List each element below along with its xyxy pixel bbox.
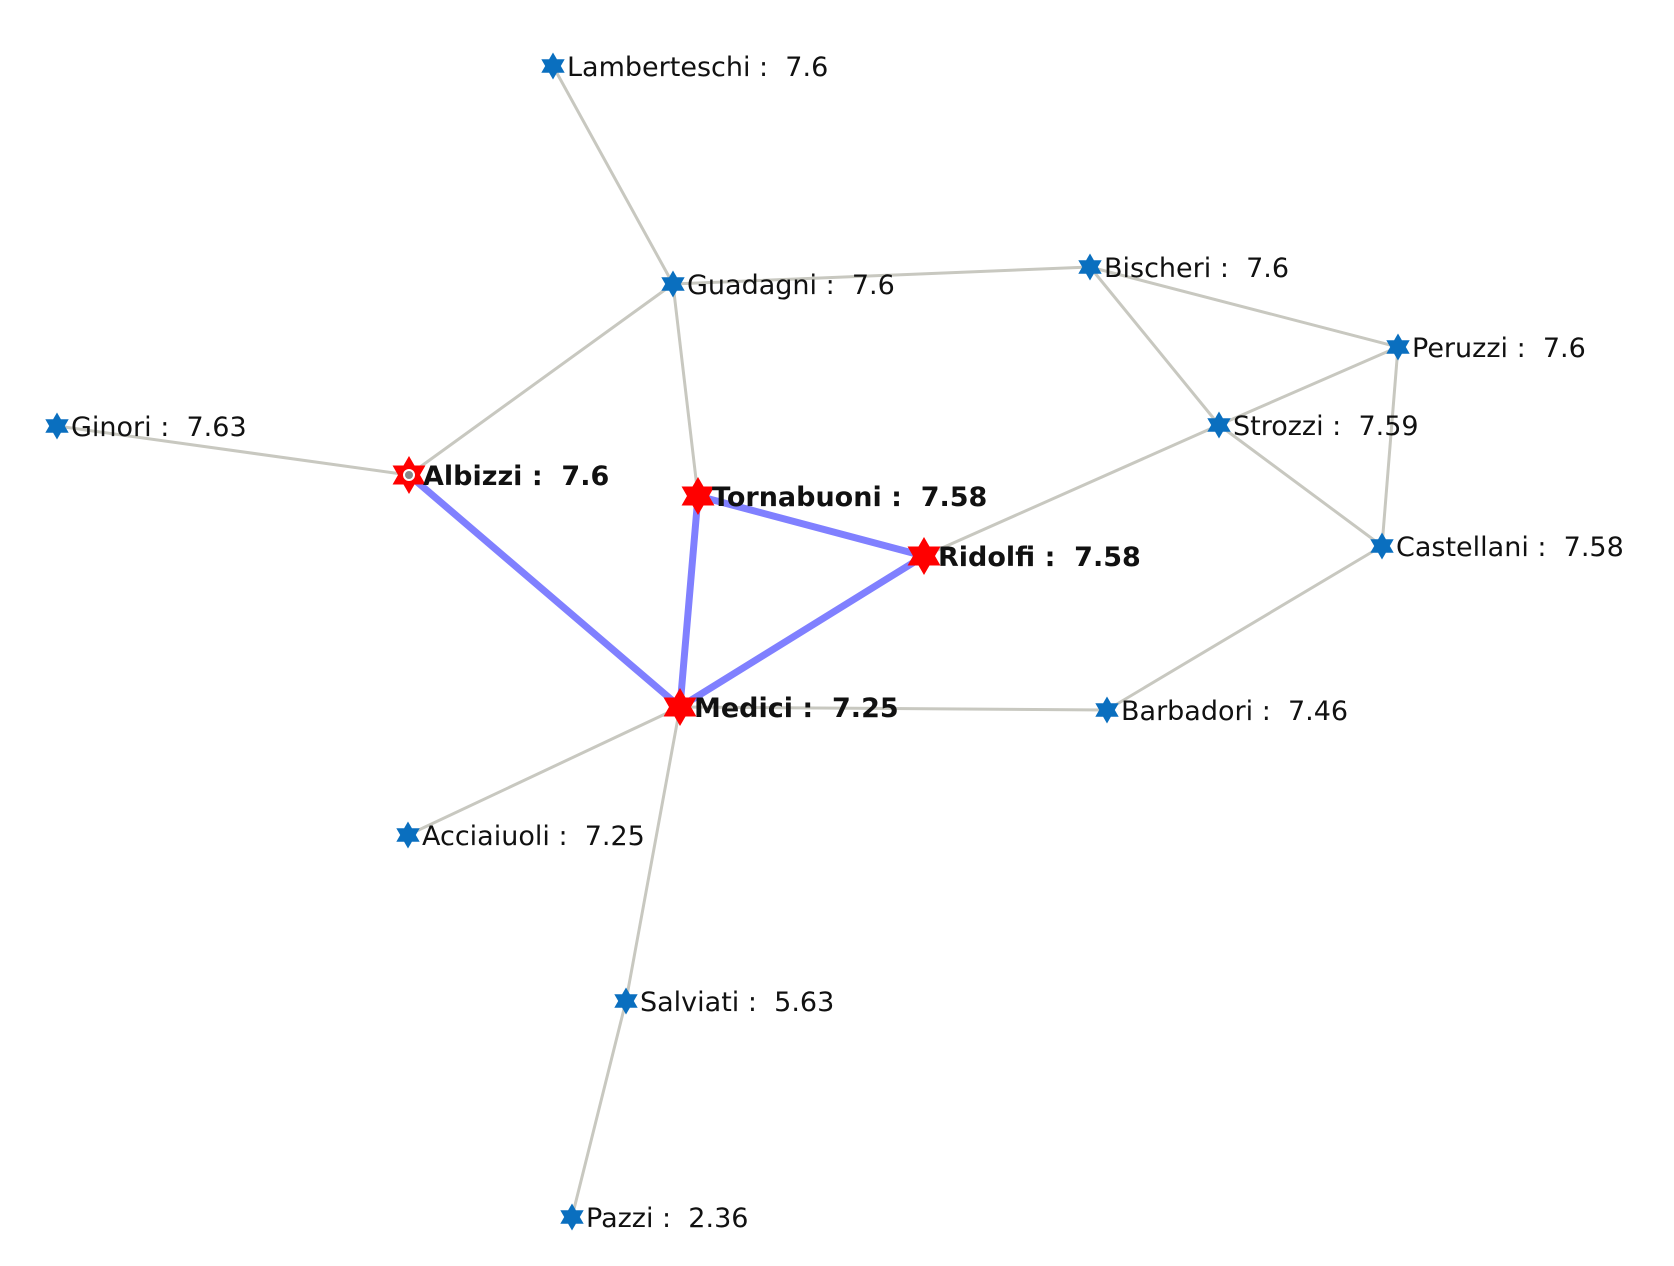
node-strozzi[interactable]: Strozzi : 7.59 bbox=[1207, 411, 1419, 442]
acciaiuoli-star-icon bbox=[396, 821, 420, 849]
node-medici[interactable]: Medici : 7.25 bbox=[663, 688, 899, 726]
guadagni-star-icon bbox=[661, 270, 685, 298]
lamberteschi-star-icon bbox=[541, 52, 565, 80]
edge-strozzi-castellani[interactable] bbox=[1217, 423, 1384, 548]
node-tornabuoni[interactable]: Tornabuoni : 7.58 bbox=[681, 477, 988, 515]
medici-star-icon bbox=[663, 688, 697, 726]
edge-layer bbox=[55, 64, 1400, 1219]
node-layer: Lamberteschi : 7.6 Guadagni : 7.6 Bischeri… bbox=[45, 52, 1624, 1234]
edge-medici-salviati[interactable] bbox=[624, 705, 682, 1003]
node-castellani[interactable]: Castellani : 7.58 bbox=[1370, 532, 1624, 563]
node-label-ridolfi: Ridolfi : 7.58 bbox=[938, 542, 1141, 573]
edge-guadagni-bischeri[interactable] bbox=[671, 265, 1092, 286]
node-label-acciaiuoli: Acciaiuoli : 7.25 bbox=[422, 821, 645, 852]
strozzi-star-icon bbox=[1207, 411, 1231, 439]
edge-salviati-pazzi[interactable] bbox=[570, 999, 628, 1219]
node-barbadori[interactable]: Barbadori : 7.46 bbox=[1095, 696, 1348, 727]
node-label-tornabuoni: Tornabuoni : 7.58 bbox=[712, 482, 987, 513]
node-peruzzi[interactable]: Peruzzi : 7.6 bbox=[1386, 333, 1586, 364]
node-pazzi[interactable]: Pazzi : 2.36 bbox=[560, 1203, 748, 1234]
ridolfi-star-icon bbox=[907, 537, 941, 575]
node-salviati[interactable]: Salviati : 5.63 bbox=[614, 987, 834, 1018]
tornabuoni-star-icon bbox=[681, 477, 715, 515]
node-bischeri[interactable]: Bischeri : 7.6 bbox=[1078, 253, 1289, 284]
edge-bischeri-peruzzi[interactable] bbox=[1088, 265, 1400, 349]
node-acciaiuoli[interactable]: Acciaiuoli : 7.25 bbox=[396, 821, 645, 852]
castellani-star-icon bbox=[1370, 532, 1394, 560]
bischeri-star-icon bbox=[1078, 253, 1102, 281]
node-label-salviati: Salviati : 5.63 bbox=[640, 987, 834, 1018]
node-albizzi[interactable]: Albizzi : 7.6 bbox=[392, 456, 610, 494]
node-label-ginori: Ginori : 7.63 bbox=[71, 412, 247, 443]
edge-guadagni-albizzi[interactable] bbox=[407, 282, 675, 477]
edge-medici-barbadori[interactable] bbox=[678, 705, 1109, 712]
node-ginori[interactable]: Ginori : 7.63 bbox=[45, 412, 247, 443]
edge-castellani-barbadori[interactable] bbox=[1105, 544, 1384, 712]
node-label-castellani: Castellani : 7.58 bbox=[1396, 532, 1624, 563]
node-label-barbadori: Barbadori : 7.46 bbox=[1121, 696, 1348, 727]
node-label-strozzi: Strozzi : 7.59 bbox=[1233, 411, 1419, 442]
edge-lamberteschi-guadagni[interactable] bbox=[551, 64, 675, 286]
ginori-star-icon bbox=[45, 412, 69, 440]
node-label-pazzi: Pazzi : 2.36 bbox=[586, 1203, 748, 1234]
edge-strozzi-ridolfi[interactable] bbox=[922, 423, 1221, 558]
edge-peruzzi-castellani[interactable] bbox=[1380, 345, 1400, 548]
node-label-albizzi: Albizzi : 7.6 bbox=[423, 461, 609, 492]
peruzzi-star-icon bbox=[1386, 333, 1410, 361]
barbadori-star-icon bbox=[1095, 696, 1119, 724]
node-guadagni[interactable]: Guadagni : 7.6 bbox=[661, 270, 895, 301]
edge-guadagni-tornabuoni[interactable] bbox=[671, 282, 700, 498]
node-label-bischeri: Bischeri : 7.6 bbox=[1104, 253, 1289, 284]
node-label-lamberteschi: Lamberteschi : 7.6 bbox=[567, 52, 828, 83]
node-label-guadagni: Guadagni : 7.6 bbox=[687, 270, 895, 301]
node-label-medici: Medici : 7.25 bbox=[694, 693, 899, 724]
edge-albizzi-medici[interactable] bbox=[405, 471, 684, 711]
edge-ridolfi-medici[interactable] bbox=[676, 552, 928, 711]
node-ridolfi[interactable]: Ridolfi : 7.58 bbox=[907, 537, 1141, 575]
node-lamberteschi[interactable]: Lamberteschi : 7.6 bbox=[541, 52, 828, 83]
edge-tornabuoni-ridolfi[interactable] bbox=[694, 492, 928, 560]
edge-peruzzi-strozzi[interactable] bbox=[1217, 345, 1400, 427]
pazzi-star-icon bbox=[560, 1203, 584, 1231]
salviati-star-icon bbox=[614, 987, 638, 1015]
edge-tornabuoni-medici[interactable] bbox=[676, 492, 702, 711]
selection-dot-icon bbox=[403, 469, 415, 481]
edge-ginori-albizzi[interactable] bbox=[55, 424, 411, 477]
node-label-peruzzi: Peruzzi : 7.6 bbox=[1412, 333, 1586, 364]
edge-bischeri-strozzi[interactable] bbox=[1088, 265, 1221, 427]
edge-medici-acciaiuoli[interactable] bbox=[406, 705, 682, 837]
